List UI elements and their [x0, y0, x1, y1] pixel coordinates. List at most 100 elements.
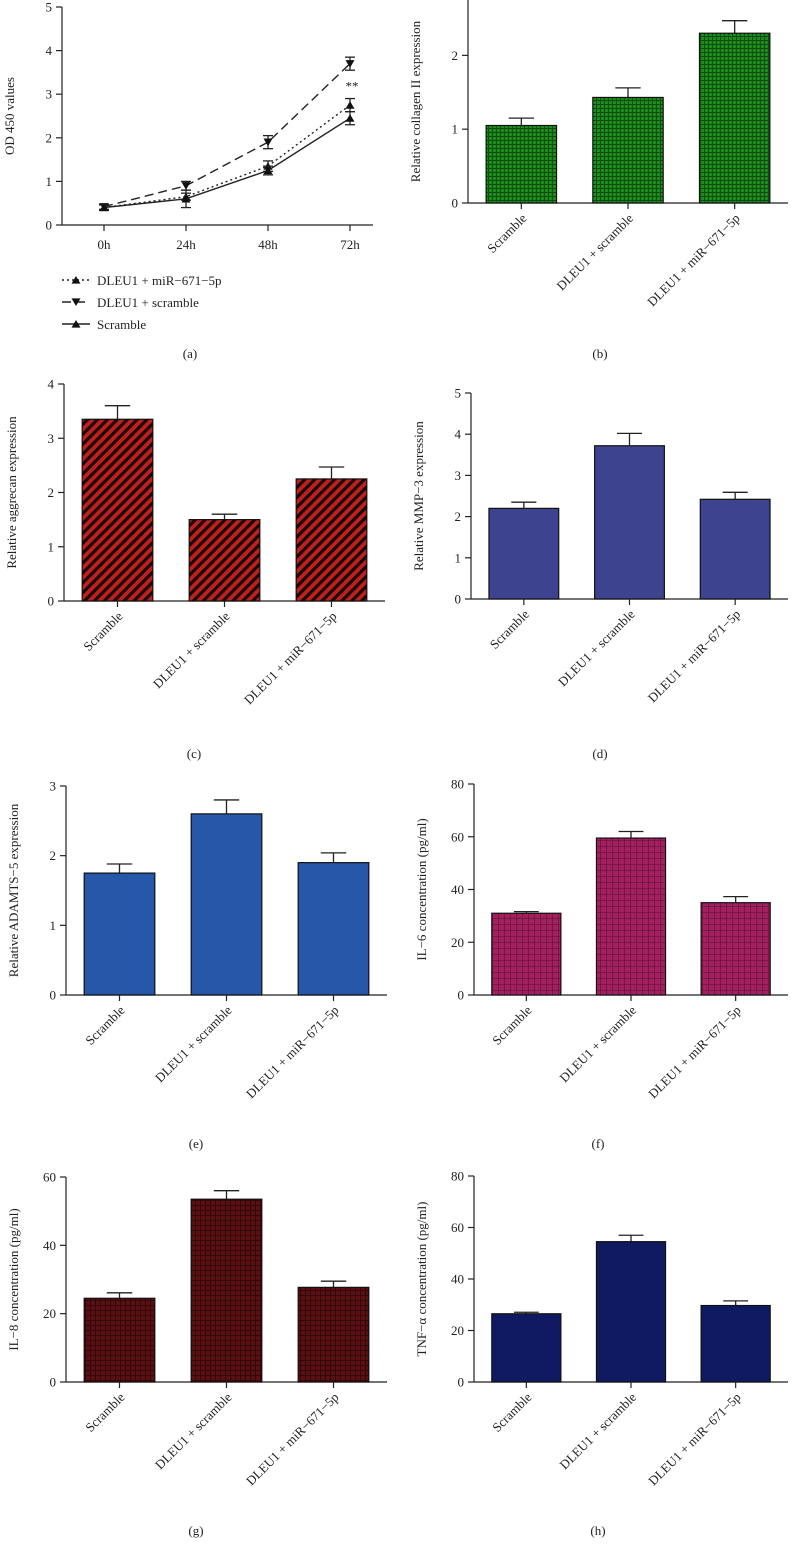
y-tick-label: 80 — [451, 777, 464, 792]
x-tick-label: DLEU1 + scramble — [152, 1002, 235, 1085]
y-tick-label: 0 — [50, 1375, 57, 1390]
panel-label: (a) — [183, 346, 197, 361]
data-point — [345, 114, 355, 122]
y-axis-title: OD 450 values — [2, 77, 17, 155]
x-tick-label: DLEU1 + miR−671−5p — [644, 211, 743, 310]
chart-g: 0 20 40 60 IL−8 concentration (pg/ml) Scrambl… — [6, 1170, 387, 1538]
bar-scramble — [491, 912, 562, 996]
x-tick-label: DLEU1 + miR−671−5p — [243, 1003, 342, 1102]
bar-dleu1-mir-671-5p — [700, 902, 771, 996]
y-tick-label: 20 — [451, 935, 464, 950]
y-tick-label: 20 — [451, 1323, 464, 1338]
y-tick-label: 1 — [455, 550, 462, 565]
y-tick-label: 60 — [43, 1170, 56, 1185]
legend-label: DLEU1 + scramble — [97, 295, 199, 310]
y-tick-label: 0 — [50, 988, 57, 1003]
y-tick-label: 0 — [458, 988, 465, 1003]
y-tick-label: 0 — [452, 196, 459, 211]
x-tick-label: Scramble — [489, 1389, 534, 1434]
bar-dleu1-scramble — [190, 1198, 263, 1383]
y-tick-label: 1 — [46, 174, 53, 189]
y-tick-label: 40 — [451, 1272, 464, 1287]
x-tick-label: DLEU1 + miR−671−5p — [645, 607, 744, 706]
y-tick-label: 4 — [455, 427, 462, 442]
x-tick-label: DLEU1 + scramble — [555, 606, 638, 689]
bar-scramble — [83, 872, 156, 996]
bar-scramble — [485, 124, 558, 204]
y-axis-title: Relative MMP−3 expression — [411, 421, 426, 571]
data-point — [263, 166, 273, 175]
y-tick-label: 20 — [43, 1306, 56, 1321]
y-tick-label: 60 — [451, 1220, 464, 1235]
x-tick-label: Scramble — [82, 1002, 127, 1047]
x-tick-label: 24h — [176, 237, 196, 252]
legend-label: DLEU1 + miR−671−5p — [97, 273, 222, 288]
y-axis-title: Relative ADAMTS−5 expression — [6, 803, 21, 977]
chart-b: 0 1 2 Relative collagen II expression Scramb… — [408, 0, 788, 361]
y-tick-label: 1 — [452, 122, 459, 137]
panel-label: (e) — [189, 1136, 203, 1151]
y-tick-label: 0 — [455, 592, 462, 607]
legend-marker — [71, 319, 81, 328]
bar-dleu1-scramble — [595, 837, 667, 996]
x-tick-label: DLEU1 + scramble — [152, 1389, 235, 1472]
data-point — [345, 60, 355, 68]
y-tick-label: 1 — [50, 918, 57, 933]
panel-label: (h) — [590, 1523, 605, 1538]
y-tick-label: 5 — [455, 386, 462, 401]
y-tick-label: 4 — [48, 377, 55, 392]
significance-annotation: ** — [346, 79, 359, 94]
y-tick-label: 0 — [48, 594, 55, 609]
x-tick-label: Scramble — [484, 210, 529, 255]
y-tick-label: 3 — [455, 468, 462, 483]
y-axis-title: TNF−α concentration (pg/ml) — [414, 1202, 429, 1357]
bar-dleu1-mir-671-5p — [295, 478, 368, 602]
data-point — [181, 182, 191, 190]
panel-label: (d) — [592, 746, 607, 761]
y-tick-label: 4 — [46, 43, 53, 58]
x-tick-label: DLEU1 + miR−671−5p — [243, 1390, 342, 1489]
y-axis-title: Relative aggrecan expression — [4, 416, 19, 569]
y-axis-title: IL−6 concentration (pg/ml) — [414, 818, 429, 960]
series-scramble — [99, 110, 355, 212]
x-tick-label: Scramble — [80, 608, 125, 653]
series-line — [103, 104, 351, 209]
bar-dleu1-scramble — [594, 445, 665, 600]
y-axis-title: Relative collagen II expression — [408, 20, 423, 182]
legend-marker — [71, 298, 81, 307]
legend-label: Scramble — [97, 317, 146, 332]
bar-dleu1-mir-671-5p — [698, 32, 771, 204]
data-point — [99, 203, 109, 212]
y-tick-label: 1 — [48, 539, 55, 554]
bar-dleu1-mir-671-5p — [699, 498, 771, 600]
bar-dleu1-scramble — [592, 96, 664, 204]
x-tick-label: DLEU1 + miR−671−5p — [645, 1003, 744, 1102]
x-tick-label: 0h — [98, 237, 112, 252]
y-tick-label: 40 — [451, 882, 464, 897]
chart-e: 0 1 2 3 Relative ADAMTS−5 expression Scramble… — [6, 779, 387, 1151]
y-tick-label: 2 — [50, 848, 57, 863]
legend: DLEU1 + miR−671−5p DLEU1 + scramble Scramb… — [62, 273, 222, 332]
y-tick-label: 2 — [455, 509, 462, 524]
panel-label: (b) — [592, 346, 607, 361]
panel-label: (g) — [188, 1523, 203, 1538]
y-tick-label: 5 — [46, 0, 53, 15]
chart-h: 0 20 40 60 80 TNF−α concentration (pg/ml) Scra… — [414, 1169, 788, 1538]
x-tick-label: Scramble — [489, 1002, 534, 1047]
x-tick-label: DLEU1 + scramble — [553, 210, 636, 293]
y-tick-label: 3 — [48, 431, 55, 446]
data-point — [345, 101, 355, 109]
series-dleu1-scramble — [99, 56, 355, 211]
x-tick-label: DLEU1 + scramble — [556, 1002, 639, 1085]
x-tick-label: 72h — [340, 237, 360, 252]
bar-dleu1-mir-671-5p — [700, 1304, 771, 1383]
bar-dleu1-scramble — [190, 813, 263, 996]
bar-dleu1-mir-671-5p — [297, 862, 370, 996]
y-tick-label: 80 — [451, 1169, 464, 1184]
y-tick-label: 60 — [451, 829, 464, 844]
data-point — [263, 138, 273, 147]
panel-label: (c) — [187, 746, 201, 761]
x-tick-label: DLEU1 + scramble — [150, 608, 233, 691]
series-line — [103, 63, 351, 208]
